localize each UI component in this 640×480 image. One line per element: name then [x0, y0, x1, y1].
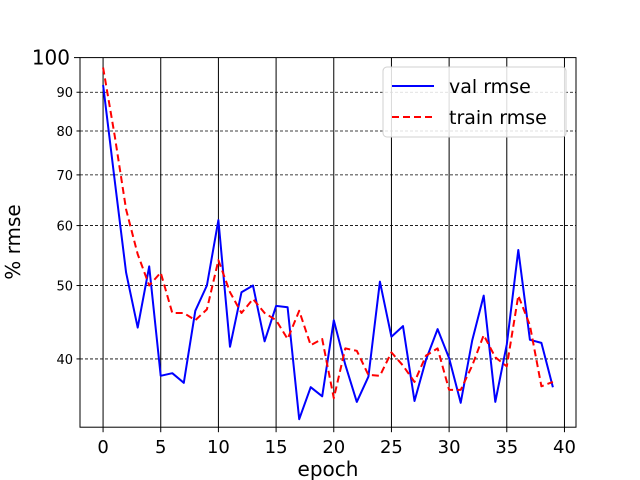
y-tick-label: 60 — [56, 220, 73, 235]
y-tick-label: 70 — [56, 169, 73, 184]
y-tick-label: 40 — [56, 353, 73, 368]
legend-box — [382, 66, 567, 138]
x-axis-label: epoch — [298, 457, 359, 480]
x-tick-label: 5 — [155, 437, 166, 458]
y-tick-label: 80 — [56, 125, 73, 140]
legend-label-val-rmse: val rmse — [449, 76, 531, 98]
y-tick-label: 90 — [56, 86, 73, 101]
y-tick-label: 50 — [56, 280, 73, 295]
x-tick-label: 15 — [265, 437, 288, 458]
x-tick-label: 20 — [322, 437, 345, 458]
legend: val rmse train rmse — [382, 66, 567, 138]
x-tick-label: 0 — [97, 437, 108, 458]
x-tick-label: 35 — [495, 437, 518, 458]
y-tick-label: 100 — [32, 46, 70, 70]
legend-label-train-rmse: train rmse — [449, 107, 547, 129]
x-tick-label: 10 — [207, 437, 230, 458]
axis-ticks: 0 5 10 15 20 25 30 35 40 40 50 60 70 80 90 100 — [32, 46, 576, 459]
series-lines — [102, 67, 554, 421]
series-line-val-rmse — [102, 84, 554, 421]
plot-frame — [79, 57, 577, 428]
y-axis-label: % rmse — [1, 204, 25, 279]
x-tick-label: 30 — [438, 437, 461, 458]
x-tick-label: 40 — [553, 437, 576, 458]
series-line-train-rmse — [102, 67, 554, 400]
x-tick-label: 25 — [380, 437, 403, 458]
